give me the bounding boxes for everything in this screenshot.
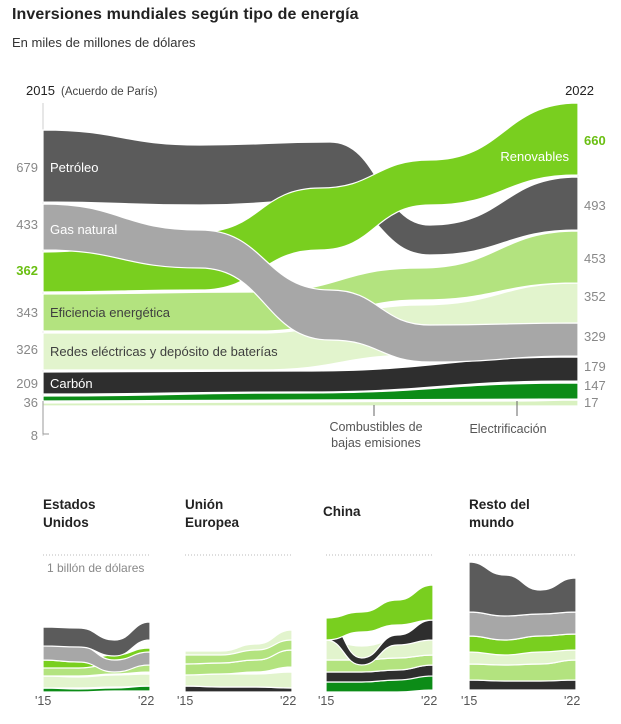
left-value-combustibles: 8 [31,428,38,443]
ribbon-carbon [42,356,579,395]
sm-title-row-line2: mundo [469,515,514,530]
series-label-redes: Redes eléctricas y depósito de baterías [50,344,278,359]
ribbons-group [42,102,579,407]
right-value-renovables: 660 [584,133,606,148]
ribbon-combustibles [42,382,579,402]
paris-note: (Acuerdo de París) [61,86,158,98]
sm-china-x-end: '22 [421,694,437,708]
ribbon-electrificacion [42,399,579,407]
left-value-carbon: 209 [16,376,38,391]
sm-title-china: China [323,504,361,519]
sm-row-x-end: '22 [564,694,580,708]
sm-us-combustibles [42,685,151,693]
sm-us-petroleo [42,621,151,657]
sm-reference-label: 1 billón de dólares [47,561,144,575]
series-label-carbon: Carbón [50,376,93,391]
series-label-gas: Gas natural [50,222,117,237]
sm-eu-x-end: '22 [280,694,296,708]
right-value-redes: 352 [584,289,606,304]
right-value-eficiencia: 453 [584,251,606,266]
series-label-petroleo: Petróleo [50,160,98,175]
left-value-electrificacion: 36 [24,395,38,410]
sm-title-row-line1: Resto del [469,497,530,512]
sm-china-carbon-top [325,619,434,666]
right-value-gas: 329 [584,329,606,344]
sm-title-eu-line1: Unión [185,497,223,512]
right-value-electrificacion: 147 [584,378,606,393]
small-multiples-group [42,561,577,693]
left-value-eficiencia: 343 [16,305,38,320]
sm-title-us-line2: Unidos [43,515,89,530]
ribbon-gas [42,203,579,363]
series-label-renovables: Renovables [500,149,569,164]
year-2022-label: 2022 [565,83,594,98]
sm-us-x-start: '15 [35,694,51,708]
page-title: Inversiones mundiales según tipo de ener… [12,6,359,23]
sm-title-eu-line2: Europea [185,515,240,530]
year-2015-label: 2015 [26,83,55,98]
sm-row-x-start: '15 [461,694,477,708]
sm-us-x-end: '22 [138,694,154,708]
right-value-combustibles: 17 [584,395,598,410]
sm-china-x-start: '15 [318,694,334,708]
sm-eu-x-start: '15 [177,694,193,708]
sm-eu-redes-2 [184,629,293,656]
sm-row-petroleo [468,561,577,617]
left-value-renovables: 362 [16,263,38,278]
sm-us-redes [42,673,151,689]
sm-title-us-line1: Estados [43,497,96,512]
sm-china-renovables [325,584,434,641]
callout-combustibles-line1: Combustibles de [329,420,422,434]
callout-combustibles-line2: bajas emisiones [331,436,421,450]
left-value-petroleo: 679 [16,160,38,175]
series-label-eficiencia: Eficiencia energética [50,305,171,320]
right-value-carbon: 179 [584,359,606,374]
left-value-8-tick [42,401,49,435]
left-value-gas: 433 [16,217,38,232]
right-value-petroleo: 493 [584,198,606,213]
left-value-redes: 326 [16,342,38,357]
callout-electrificacion: Electrificación [469,422,546,436]
page-subtitle: En miles de millones de dólares [12,35,196,50]
